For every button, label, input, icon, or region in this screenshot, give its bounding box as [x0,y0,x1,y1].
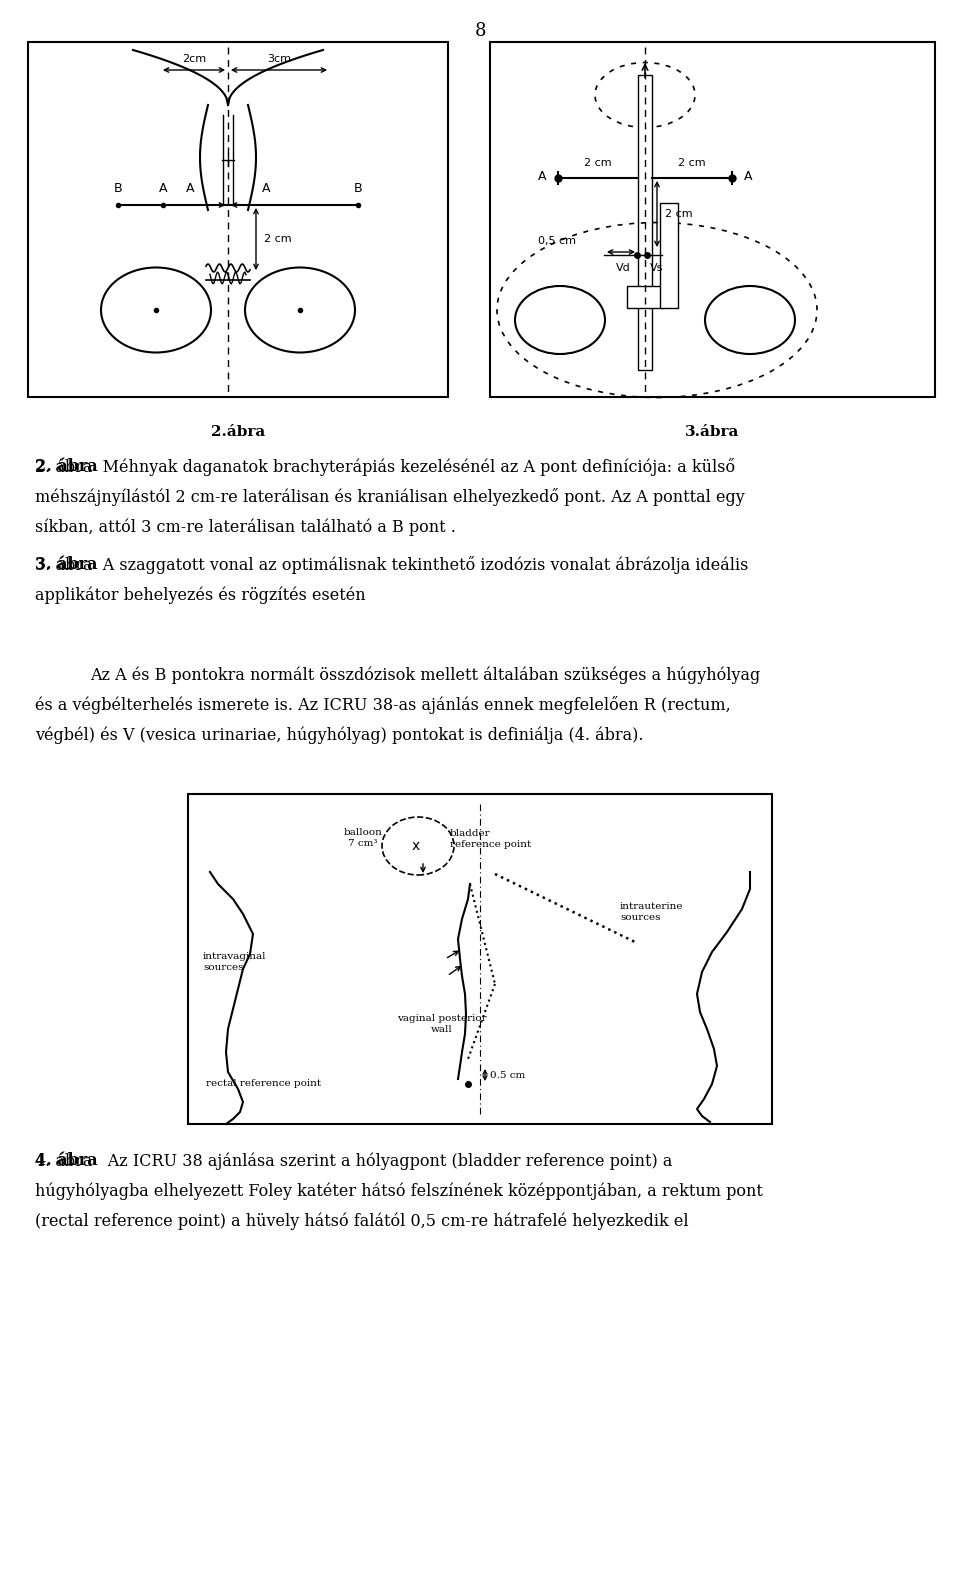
Text: intrauterine
sources: intrauterine sources [620,902,684,921]
Text: A: A [262,181,271,196]
Text: húgyhólyagba elhelyezett Foley katéter hátsó felszínének középpontjában, a rektu: húgyhólyagba elhelyezett Foley katéter h… [35,1183,763,1200]
Text: intravaginal
sources: intravaginal sources [203,953,267,971]
Ellipse shape [705,285,795,353]
Bar [490,43,935,397]
Text: 4. ábra: 4. ábra [35,1153,98,1169]
Text: (rectal reference point) a hüvely hátsó falától 0,5 cm-re hátrafelé helyezkedik : (rectal reference point) a hüvely hátsó … [35,1213,688,1230]
Bar [638,76,652,371]
Text: balloon
7 cm³: balloon 7 cm³ [344,828,382,848]
Text: Vs: Vs [650,263,663,273]
Text: A: A [185,181,194,196]
Text: 2 cm: 2 cm [678,158,706,169]
Text: 2. ábra  Méhnyak daganatok brachyterápiás kezelésénél az A pont definíciója: a k: 2. ábra Méhnyak daganatok brachyterápiás… [35,457,735,476]
Text: Az A és B pontokra normált összdózisok mellett általában szükséges a húgyhólyag: Az A és B pontokra normált összdózisok m… [90,665,760,683]
Text: A: A [538,169,546,183]
Text: Vd: Vd [615,263,631,273]
Bar [188,793,772,1124]
Text: 2 cm: 2 cm [665,210,692,219]
Text: méhszájnyílástól 2 cm-re laterálisan és kraniálisan elhelyezkedő pont. Az A pont: méhszájnyílástól 2 cm-re laterálisan és … [35,487,745,506]
Ellipse shape [245,268,355,353]
Ellipse shape [515,285,605,353]
Text: 0,5 cm: 0,5 cm [538,237,576,246]
Bar [28,43,448,397]
Text: 3.ábra: 3.ábra [684,424,739,438]
Text: 2cm: 2cm [182,54,206,65]
Bar [627,285,663,308]
Text: síkban, attól 3 cm-re laterálisan található a B pont .: síkban, attól 3 cm-re laterálisan találh… [35,517,456,536]
Text: B: B [353,181,362,196]
Text: 2 cm: 2 cm [585,158,612,169]
Text: B: B [113,181,122,196]
Text: 3cm: 3cm [267,54,291,65]
Text: applikátor behelyezés és rögzítés esetén: applikátor behelyezés és rögzítés esetén [35,587,366,604]
Text: végbél) és V (vesica urinariae, húgyhólyag) pontokat is definiálja (4. ábra).: végbél) és V (vesica urinariae, húgyhóly… [35,725,643,743]
Text: 8: 8 [474,22,486,39]
Text: A: A [744,169,753,183]
Bar [660,203,678,308]
Text: 4. ábra   Az ICRU 38 ajánlása szerint a hólyagpont (bladder reference point) a: 4. ábra Az ICRU 38 ajánlása szerint a hó… [35,1153,672,1170]
Text: vaginal posterior
wall: vaginal posterior wall [397,1014,487,1033]
Text: bladder
reference point: bladder reference point [450,830,531,848]
Text: rectal reference point: rectal reference point [206,1080,322,1088]
Text: 2. ábra: 2. ábra [35,457,98,475]
Ellipse shape [101,268,211,353]
Text: 3. ábra  A szaggatott vonal az optimálisnak tekinthető izodózis vonalat ábrázolj: 3. ábra A szaggatott vonal az optimálisn… [35,557,749,574]
Text: és a végbélterhelés ismerete is. Az ICRU 38-as ajánlás ennek megfelelően R (rect: és a végbélterhelés ismerete is. Az ICRU… [35,695,731,714]
Text: 0.5 cm: 0.5 cm [490,1071,525,1080]
Ellipse shape [382,817,454,875]
Text: x: x [412,839,420,853]
Text: 3. ábra: 3. ábra [35,557,98,572]
Text: 2 cm: 2 cm [264,233,292,244]
Text: A: A [158,181,167,196]
Text: 2.ábra: 2.ábra [211,424,265,438]
